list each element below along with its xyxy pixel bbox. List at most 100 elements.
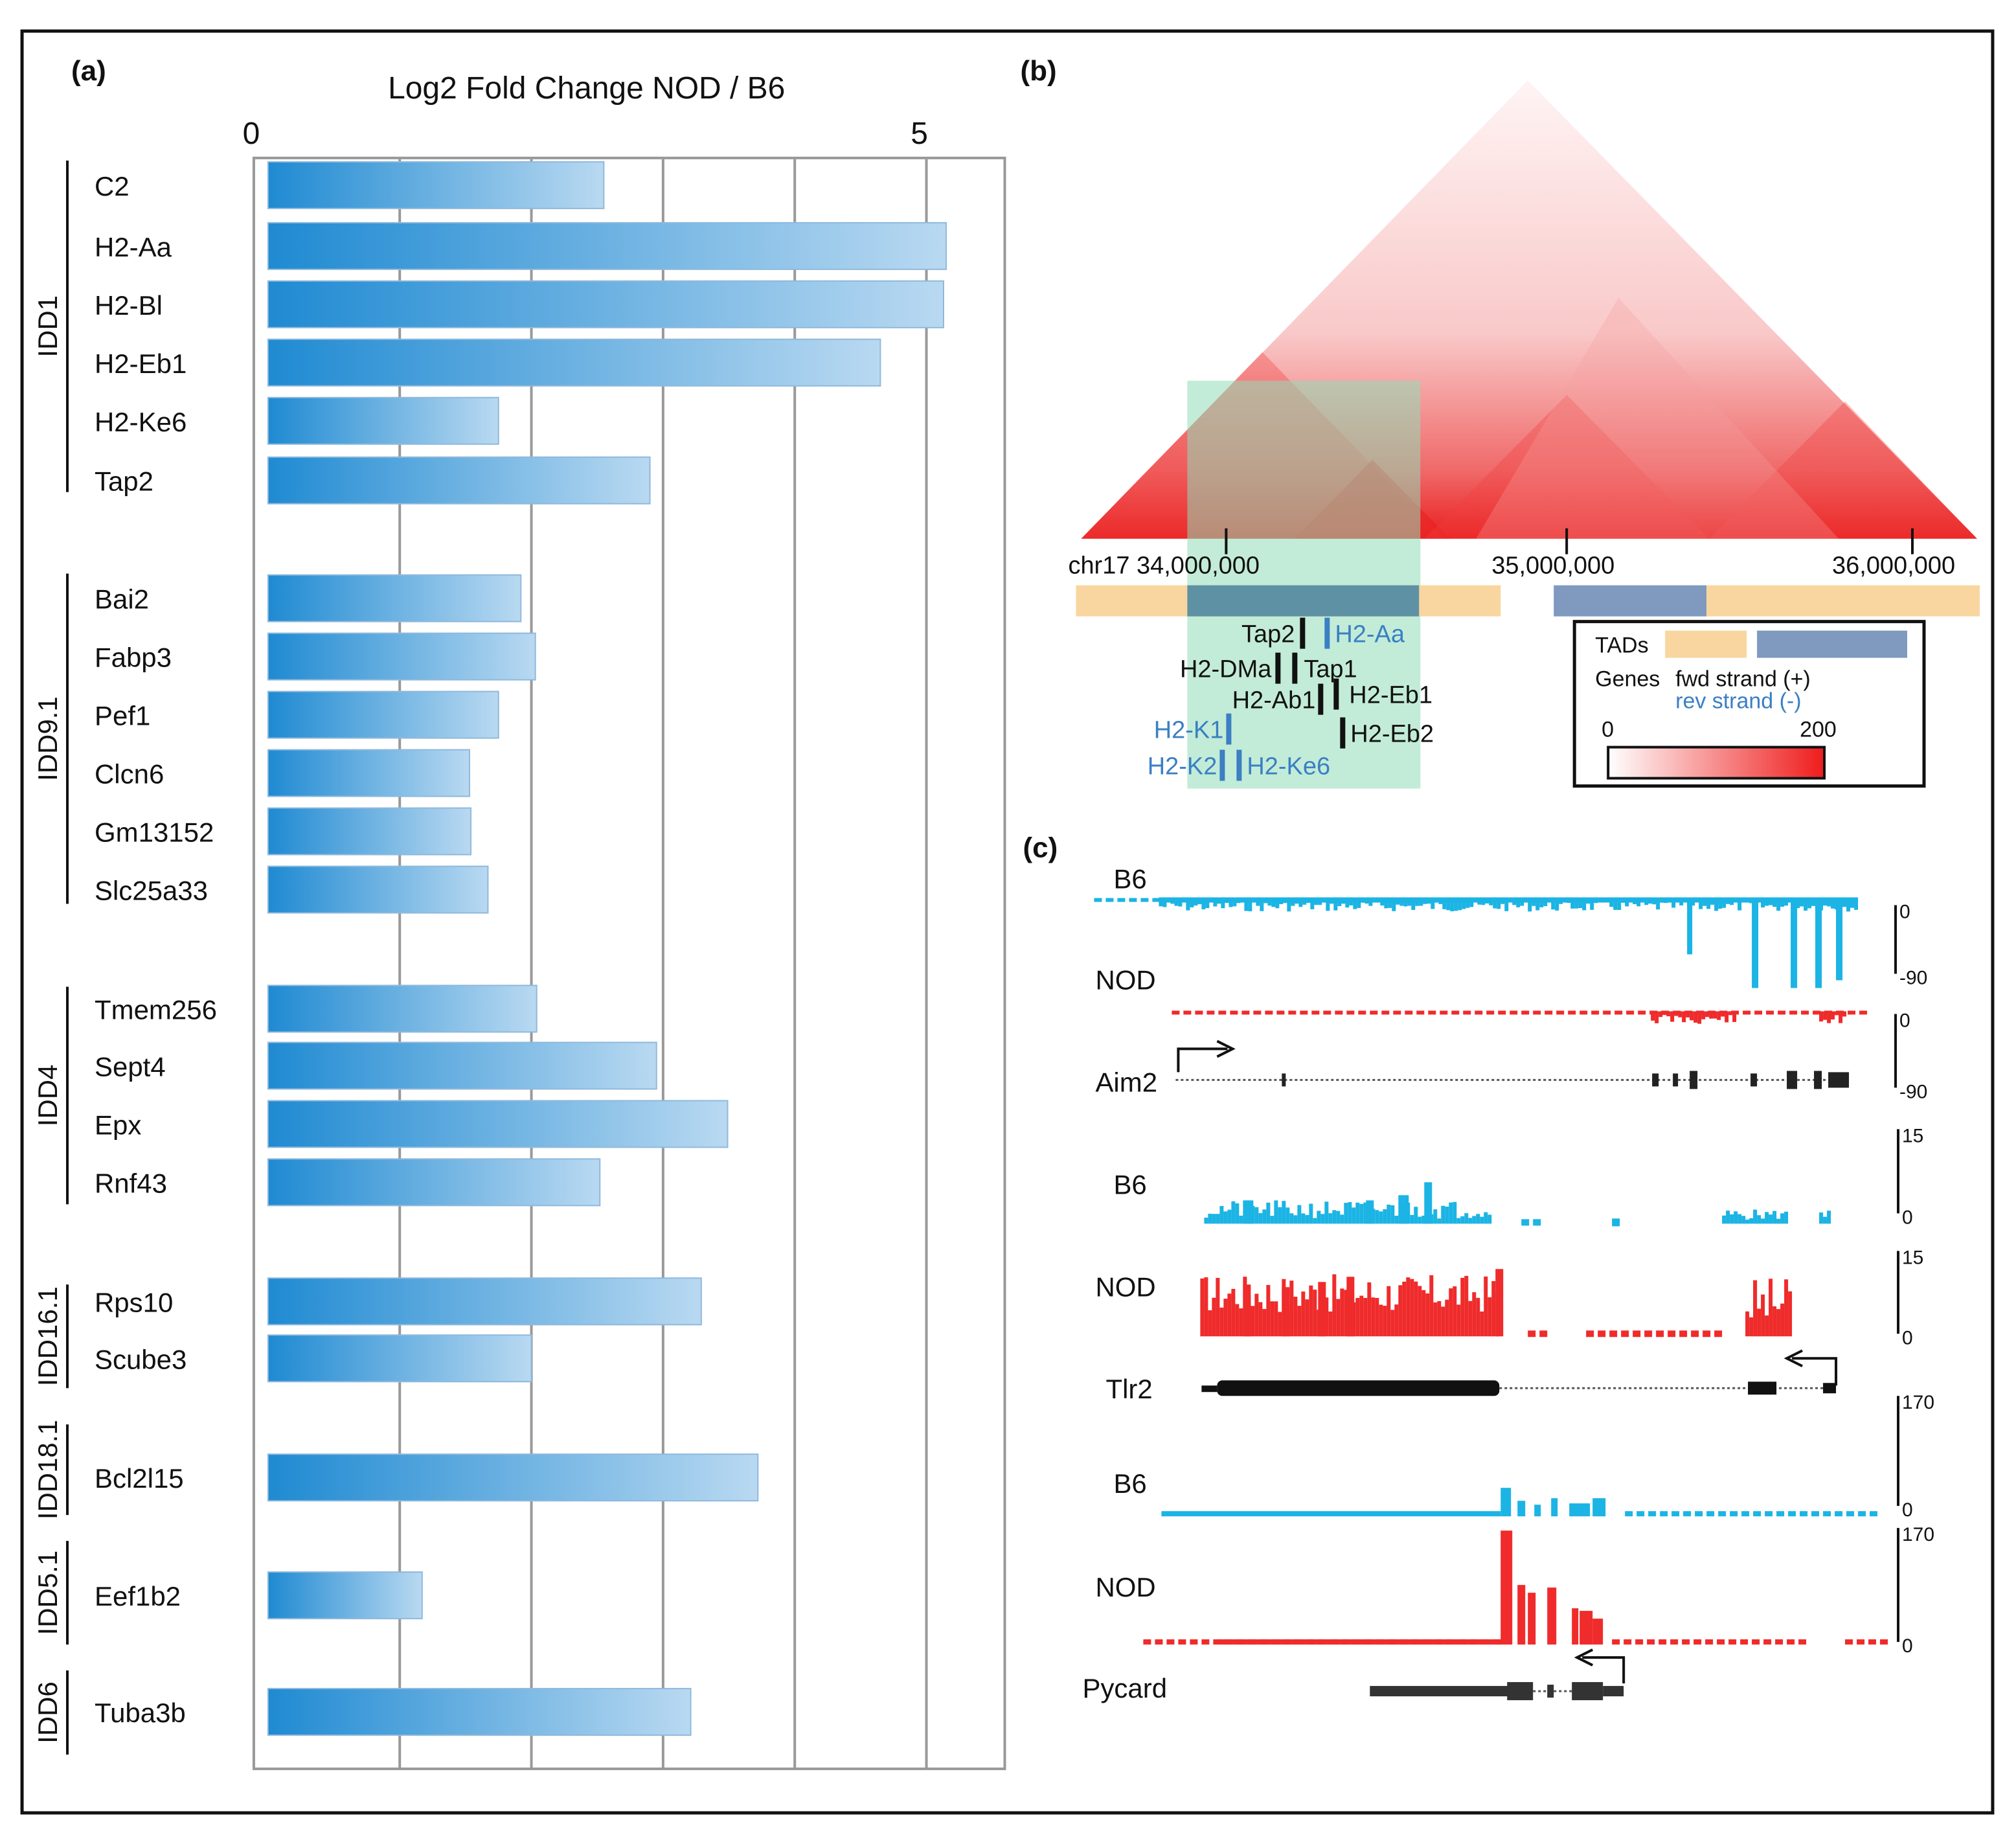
coverage-peak [1668,900,1672,902]
coverage-peak [1796,900,1800,909]
coverage-peak [1162,900,1167,907]
coverage-peak [1765,1212,1769,1224]
coverage-peak [1473,900,1478,902]
coverage-peak [1551,1498,1558,1517]
coverage-peak [1232,900,1237,907]
coverage-peak [1633,900,1637,904]
gene-marker [1333,678,1339,710]
coverage-gap-mark [1253,1010,1262,1015]
coverage-peak [1322,900,1326,902]
coverage-peak [1431,900,1435,909]
coverage-peak [1421,1290,1426,1337]
coverage-peak [1501,900,1505,904]
coverage-peak [1317,1211,1321,1224]
coverage-gap-mark [1671,1511,1680,1517]
coverage-peak [1223,1211,1228,1224]
track-scale-bottom: 0 [1902,1207,1913,1228]
coverage-gap-mark [1626,1010,1635,1015]
coverage-peak [1501,1530,1513,1645]
gene-label: Tap2 [1241,621,1295,648]
coverage-peak [1683,900,1688,903]
coverage-peak [1449,1202,1453,1224]
coverage-peak [1827,1211,1831,1224]
category-label: Rnf43 [95,1168,167,1198]
coverage-peak [1476,1214,1480,1224]
coverage-peak [1357,900,1361,908]
coverage-peak [1662,1011,1667,1016]
gene-exon [1652,1073,1659,1087]
category-label: Gm13152 [95,817,214,848]
coverage-peak [1375,1210,1379,1224]
coverage-peak [1559,900,1563,904]
coverage-baseline [1217,1639,1502,1645]
track-b6-label: B6 [1113,1468,1146,1499]
coverage-gap-mark [1800,1511,1808,1517]
coverage-peak [1437,1218,1442,1224]
coverage-peak [1831,1011,1835,1019]
coverage-peak [1243,1200,1254,1224]
coverage-peak [1476,1297,1480,1337]
coverage-peak [1726,1211,1730,1224]
coverage-peak [1213,900,1218,907]
gene-marker [1300,617,1306,649]
gene-aim2-label: Aim2 [1095,1067,1157,1097]
coverage-peak [1732,1011,1737,1022]
coverage-peak [1394,1216,1399,1224]
coverage-peak [1231,1288,1236,1337]
coverage-peak [1592,1498,1606,1517]
coverage-gap-mark [1393,1010,1401,1015]
coverage-peak [1761,1294,1765,1337]
coverage-peak [1209,900,1214,902]
coverage-gap-mark [1405,1010,1413,1015]
panel-b: (b) chr17 34,000,000 35,000,000 36,000,0… [1020,55,1980,789]
coverage-gap-mark [1811,1511,1820,1517]
bar-rps10 [267,1277,702,1326]
category-label: C2 [95,171,130,201]
coverage-gap-mark [1288,1010,1297,1015]
coverage-peak [1757,1308,1761,1337]
coverage-gap-mark [1656,1330,1664,1337]
coverage-gap-mark [1612,1639,1620,1645]
coverage-peak [1371,1297,1376,1337]
coverage-peak [1204,1277,1208,1337]
coverage-peak [1488,1297,1492,1337]
coverage-peak [1730,900,1734,905]
coverage-peak [1769,1214,1773,1224]
coverage-gap-mark [1166,1639,1175,1645]
coverage-gap-mark [1510,1010,1518,1015]
coverage-peak [1563,900,1567,902]
coverage-gap-mark [1463,1010,1471,1015]
coverage-peak [1363,1297,1368,1337]
coverage-peak [1328,1213,1333,1224]
coverage-peak [1547,900,1552,903]
tad-bar [1554,585,1707,617]
coverage-gap-mark [1778,1010,1786,1015]
coverage-gap-mark [1763,1639,1772,1645]
coverage-peak [1298,900,1303,907]
coverage-peak [1725,1011,1729,1023]
coverage-peak [1235,1304,1240,1337]
coverage-peak [1745,900,1750,902]
coverage-peak [1687,900,1693,955]
coverage-peak [1836,900,1843,981]
coverage-peak [1291,900,1295,906]
coverage-peak [1574,900,1579,909]
bar-c2 [267,161,605,209]
coverage-peak [1788,900,1793,903]
track-scale-top: 0 [1899,901,1910,922]
coverage-peak [1341,900,1346,904]
coverage-gap-mark [1706,1511,1715,1517]
bar-bcl2l15 [267,1453,759,1502]
coverage-gap-mark [1753,1511,1761,1517]
coverage-tracks: B6 0 -90 NOD 0 -90 Aim2 B6 15 0 NOD 15 0 Tlr2 B6 170 0 NO… [1082,864,1934,1704]
coverage-gap-mark [1586,1330,1594,1337]
coverage-peak [1353,900,1357,909]
coverage-peak [1434,900,1439,903]
coverage-gap-mark [1740,1639,1749,1645]
gene-exon [1748,1382,1777,1395]
bar-h2-bl [267,280,944,328]
coverage-peak [1301,1213,1306,1224]
gene-label: H2-DMa [1180,656,1272,683]
coverage-gap-mark [1117,898,1126,902]
category-label: Epx [95,1109,141,1140]
